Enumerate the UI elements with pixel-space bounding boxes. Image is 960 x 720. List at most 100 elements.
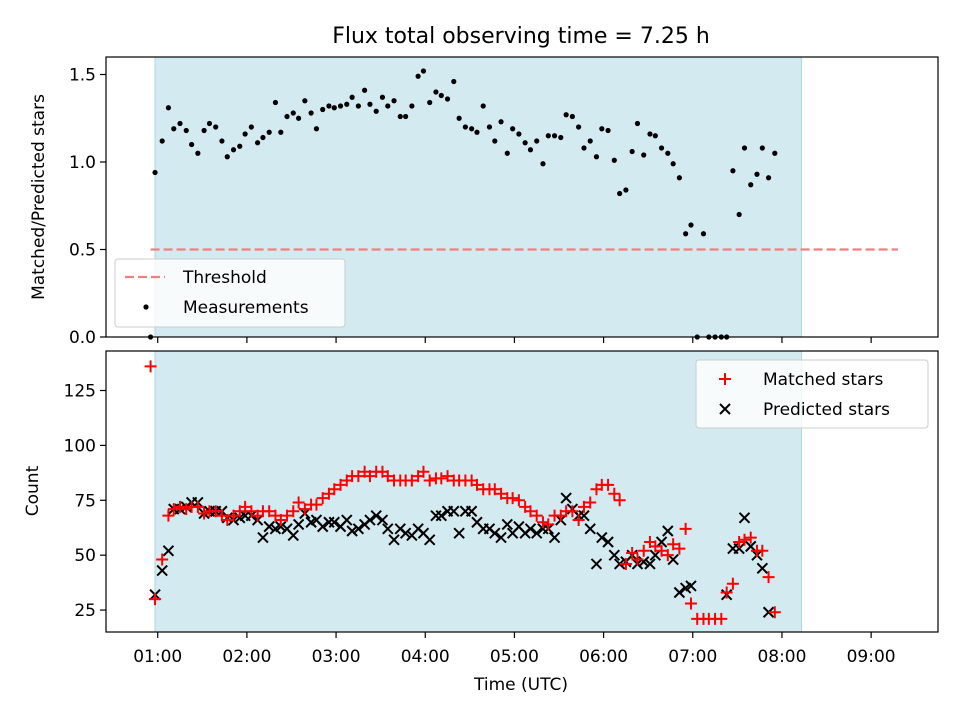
matched-star-point xyxy=(417,465,430,478)
matched-star-point xyxy=(405,474,418,487)
matched-star-point xyxy=(162,509,175,522)
measurement-point xyxy=(451,78,457,85)
measurement-point xyxy=(224,154,230,160)
x-tick-label: 05:00 xyxy=(490,647,539,667)
x-axis-label: Time (UTC) xyxy=(473,675,568,695)
matched-star-point xyxy=(744,531,757,544)
measurement-point xyxy=(373,108,379,114)
predicted-star-point xyxy=(578,509,590,522)
measurement-point xyxy=(296,115,302,121)
matched-star-point xyxy=(572,514,585,527)
measurement-point xyxy=(308,110,314,116)
matched-star-point xyxy=(209,505,222,518)
measurement-point xyxy=(474,129,480,135)
measurement-point xyxy=(355,103,361,109)
predicted-star-point xyxy=(524,523,537,535)
measurement-point xyxy=(647,131,653,137)
measurement-point xyxy=(759,145,765,151)
matched-star-point xyxy=(167,503,180,516)
measurement-point xyxy=(741,145,748,151)
x-tick-label: 04:00 xyxy=(401,647,450,667)
measurement-point xyxy=(700,231,707,237)
ratio-panel-frame xyxy=(105,56,939,338)
predicted-star-point xyxy=(733,542,745,555)
predicted-star-point xyxy=(745,540,757,553)
predicted-star-point xyxy=(448,505,460,517)
predicted-star-point xyxy=(453,527,465,539)
predicted-star-point xyxy=(156,564,168,577)
measurement-point xyxy=(248,124,254,130)
measurement-point xyxy=(623,187,629,193)
matched-star-point xyxy=(281,509,294,522)
measurement-point xyxy=(581,145,587,151)
predicted-star-point xyxy=(292,518,305,531)
matched-star-point xyxy=(577,500,590,513)
count-y-tick-label: 25 xyxy=(74,601,96,621)
matched-star-point xyxy=(768,606,781,619)
count-panel-shaded-interval xyxy=(155,351,802,632)
measurement-point xyxy=(492,138,498,144)
measurement-point xyxy=(272,99,279,106)
measurement-point xyxy=(260,134,266,141)
count-y-tick-label: 50 xyxy=(74,546,96,566)
measurement-point xyxy=(772,150,778,156)
matched-star-point xyxy=(542,518,555,531)
predicted-star-point xyxy=(341,514,353,526)
predicted-star-point xyxy=(316,520,329,533)
matched-star-point xyxy=(274,514,287,527)
measurement-point xyxy=(427,99,433,106)
threshold-legend-label: Threshold xyxy=(182,268,267,288)
predicted-star-point xyxy=(644,558,656,570)
measurements-legend-label: Measurements xyxy=(183,298,309,318)
matched-star-point xyxy=(566,505,579,518)
matched-stars-legend-swatch xyxy=(719,373,731,385)
measurement-point xyxy=(379,94,386,100)
measurement-point xyxy=(534,138,540,144)
measurement-point xyxy=(385,103,391,109)
measurement-point xyxy=(362,87,368,93)
predicted-star-point xyxy=(263,520,275,533)
x-tick-label: 08:00 xyxy=(757,647,806,667)
measurement-point xyxy=(206,120,213,127)
ratio-y-tick-label: 0.0 xyxy=(69,328,96,348)
predicted-star-point xyxy=(352,523,365,535)
measurement-point xyxy=(284,113,290,120)
measurement-point xyxy=(326,103,332,109)
predicted-star-point xyxy=(685,580,697,592)
predicted-star-point xyxy=(388,534,400,546)
measurement-point xyxy=(278,129,284,135)
matched-star-point xyxy=(720,586,733,599)
predicted-star-point xyxy=(613,558,626,570)
measurement-point xyxy=(290,110,296,116)
matched-star-point xyxy=(174,500,187,513)
predicted-stars-legend-swatch xyxy=(719,403,731,415)
matched-star-point xyxy=(584,496,597,509)
measurement-point xyxy=(344,101,350,107)
matched-star-point xyxy=(310,498,323,511)
matched-star-point xyxy=(292,496,305,509)
matched-star-point xyxy=(287,505,300,518)
predicted-star-point xyxy=(162,545,175,557)
measurement-point xyxy=(213,124,219,130)
matched-stars-series xyxy=(144,360,781,625)
predicted-star-point xyxy=(596,531,608,544)
matched-star-point xyxy=(715,612,728,625)
ratio-panel-x-ticks xyxy=(157,337,872,343)
count-panel-x-axis: 01:00 02:00 03:00 04:00 05:00 06:00 07:00 08:00… xyxy=(133,632,896,667)
measurement-point xyxy=(593,154,600,160)
measurement-point xyxy=(516,131,522,137)
measurement-point xyxy=(658,145,665,151)
matched-star-point xyxy=(626,546,639,559)
matched-star-point xyxy=(227,509,240,522)
matched-stars-legend-label: Matched stars xyxy=(763,370,883,390)
matched-star-point xyxy=(316,492,329,505)
measurement-point xyxy=(652,133,658,139)
measurement-point xyxy=(397,113,403,120)
predicted-star-point xyxy=(756,562,769,575)
measurement-point xyxy=(676,175,682,181)
measurement-point xyxy=(444,96,451,102)
measurement-point xyxy=(152,169,158,176)
measurement-point xyxy=(302,98,308,104)
measurement-point xyxy=(349,94,355,100)
